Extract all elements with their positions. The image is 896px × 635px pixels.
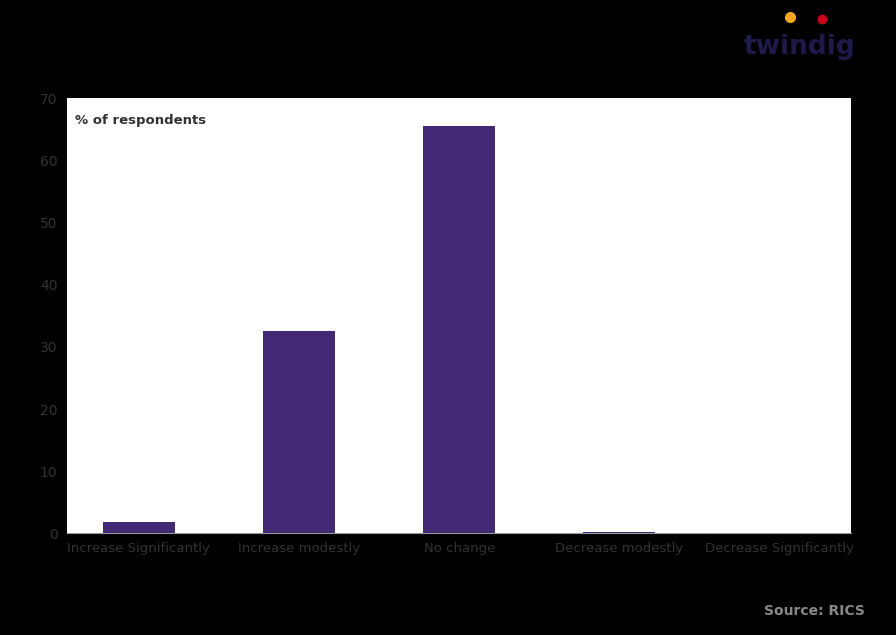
- Bar: [263, 331, 335, 533]
- Bar: [103, 522, 175, 533]
- Text: Source: RICS: Source: RICS: [763, 604, 865, 618]
- Text: twindig: twindig: [744, 34, 856, 60]
- Bar: [583, 532, 655, 533]
- Bar: [423, 126, 495, 533]
- Text: % of respondents: % of respondents: [75, 114, 206, 126]
